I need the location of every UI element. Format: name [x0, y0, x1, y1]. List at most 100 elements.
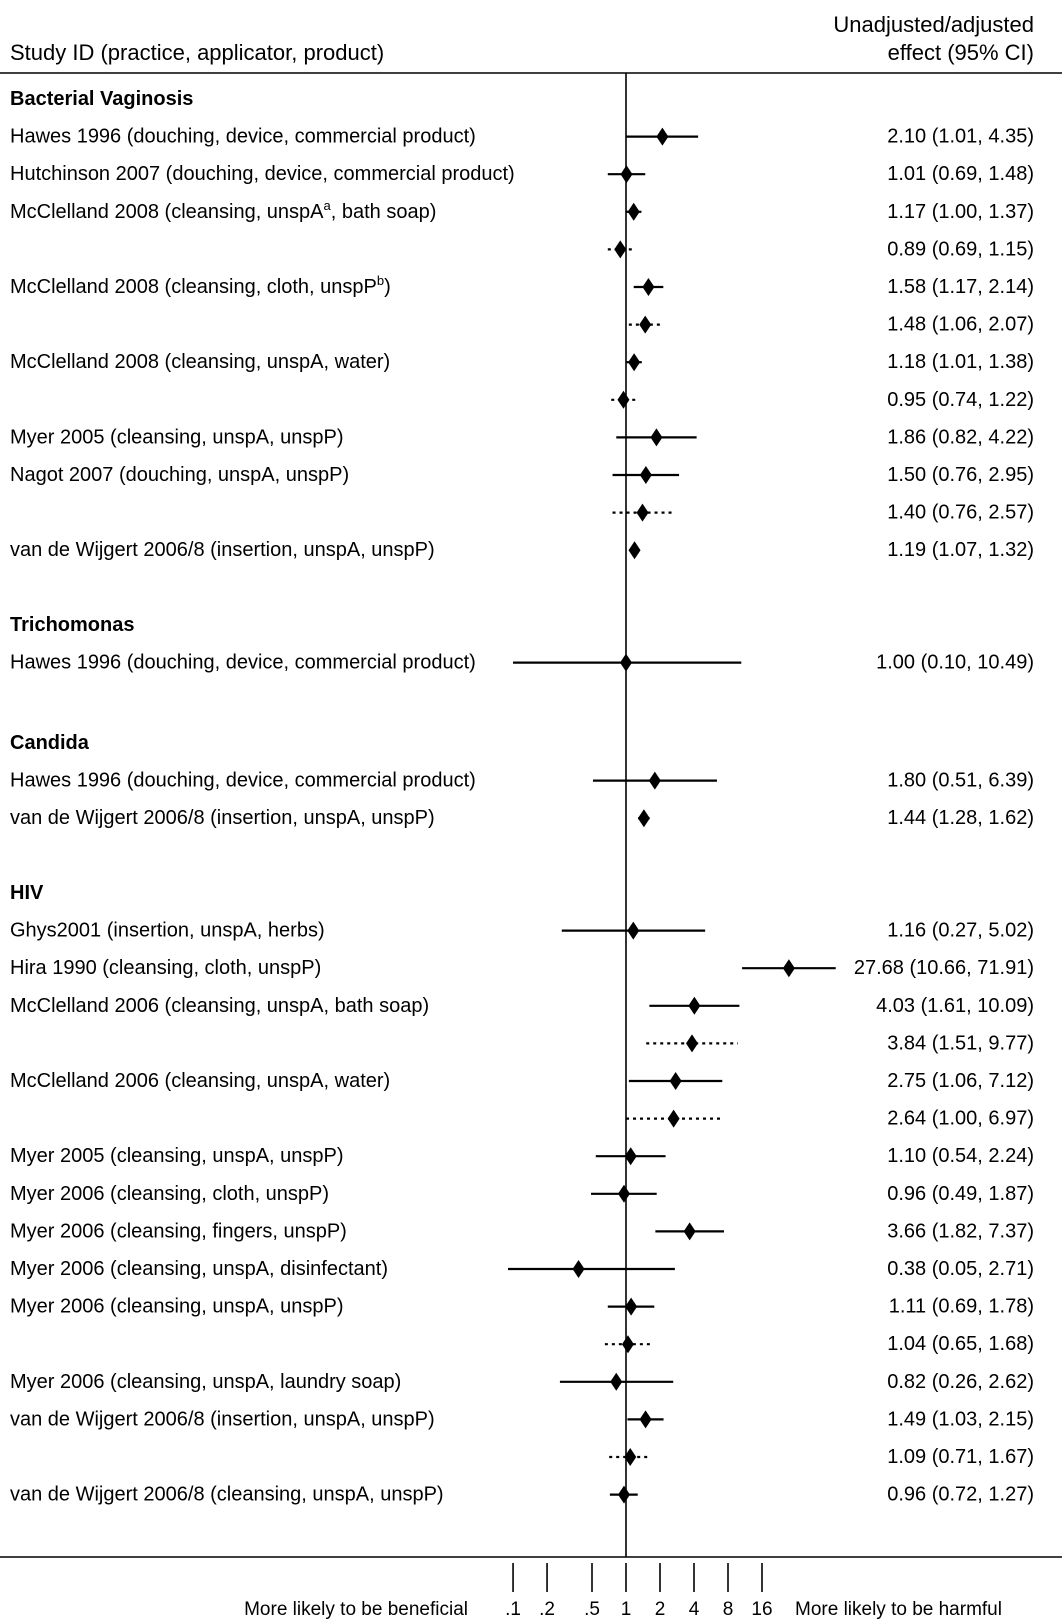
- study-label-text: Myer 2006 (cleansing, cloth, unspP): [10, 1183, 329, 1205]
- study-label-text: Myer 2005 (cleansing, unspA, unspP): [10, 426, 344, 448]
- footnote-marker: b: [377, 273, 384, 288]
- point-estimate: [636, 503, 649, 522]
- point-estimate: [617, 1485, 630, 1504]
- point-estimate: [614, 240, 627, 259]
- point-estimate: [572, 1260, 585, 1278]
- study-label: Ghys2001 (insertion, unspA, herbs): [10, 920, 325, 942]
- study-label: Hira 1990 (cleansing, cloth, unspP): [10, 957, 321, 979]
- effect-estimate: 1.10 (0.54, 2.24): [887, 1145, 1034, 1167]
- study-label: Hutchinson 2007 (douching, device, comme…: [10, 163, 515, 185]
- study-label-text: Hawes 1996 (douching, device, commercial…: [10, 126, 476, 148]
- study-label: Hawes 1996 (douching, device, commercial…: [10, 126, 476, 148]
- study-label-suffix: ): [384, 276, 391, 298]
- study-label-text: van de Wijgert 2006/8 (insertion, unspA,…: [10, 807, 435, 829]
- x-tick-label: 2: [655, 1599, 666, 1620]
- study-label: Myer 2006 (cleansing, unspA, laundry soa…: [10, 1371, 401, 1393]
- study-label-text: Hawes 1996 (douching, device, commercial…: [10, 652, 476, 674]
- effect-estimate: 1.50 (0.76, 2.95): [887, 464, 1034, 486]
- x-tick-label: .5: [584, 1599, 600, 1620]
- study-label-text: Myer 2005 (cleansing, unspA, unspP): [10, 1145, 344, 1167]
- point-estimate: [617, 390, 630, 409]
- study-label-text: Myer 2006 (cleansing, fingers, unspP): [10, 1220, 347, 1242]
- x-tick-label: 4: [689, 1599, 700, 1620]
- study-label-text: Ghys2001 (insertion, unspA, herbs): [10, 920, 325, 942]
- study-label-text: Hira 1990 (cleansing, cloth, unspP): [10, 957, 321, 979]
- effect-estimate: 1.11 (0.69, 1.78): [889, 1296, 1034, 1318]
- effect-estimate: 27.68 (10.66, 71.91): [854, 957, 1034, 979]
- study-label-suffix: , bath soap): [331, 201, 437, 223]
- point-estimate: [683, 1222, 696, 1241]
- study-label: Myer 2006 (cleansing, unspA, unspP): [10, 1296, 344, 1318]
- effect-estimate: 1.80 (0.51, 6.39): [887, 770, 1034, 792]
- point-estimate: [782, 959, 795, 978]
- effect-estimate: 1.16 (0.27, 5.02): [887, 920, 1034, 942]
- point-estimate: [650, 428, 663, 447]
- point-estimate: [621, 1335, 634, 1354]
- point-estimate: [639, 315, 652, 334]
- study-label: van de Wijgert 2006/8 (insertion, unspA,…: [10, 807, 435, 829]
- point-estimate: [627, 921, 640, 940]
- point-estimate: [625, 1297, 638, 1316]
- point-estimate: [628, 541, 641, 560]
- header-effect-line1: Unadjusted/adjusted: [833, 12, 1034, 37]
- effect-estimate: 1.18 (1.01, 1.38): [887, 351, 1034, 373]
- x-tick-label: .1: [505, 1599, 521, 1620]
- effect-estimate: 0.89 (0.69, 1.15): [887, 238, 1034, 260]
- study-label-text: Hawes 1996 (douching, device, commercial…: [10, 770, 476, 792]
- x-axis: .1 .2 .5 1 2 4 8 16: [505, 1563, 773, 1620]
- study-label: Myer 2005 (cleansing, unspA, unspP): [10, 426, 344, 448]
- study-label: McClelland 2008 (cleansing, cloth, unspP…: [10, 273, 391, 298]
- effect-estimate: 1.04 (0.65, 1.68): [887, 1333, 1034, 1355]
- study-label-text: Myer 2006 (cleansing, unspA, disinfectan…: [10, 1258, 388, 1280]
- study-label-text: van de Wijgert 2006/8 (insertion, unspA,…: [10, 539, 435, 561]
- point-estimate: [624, 1448, 637, 1466]
- study-label: van de Wijgert 2006/8 (insertion, unspA,…: [10, 539, 435, 561]
- study-label: McClelland 2008 (cleansing, unspA, water…: [10, 351, 390, 373]
- effect-estimate: 1.01 (0.69, 1.48): [887, 163, 1034, 185]
- footnote-marker: a: [324, 198, 332, 213]
- study-label: Hawes 1996 (douching, device, commercial…: [10, 652, 476, 674]
- x-tick-label: 1: [621, 1599, 632, 1620]
- study-label-text: Myer 2006 (cleansing, unspA, unspP): [10, 1296, 344, 1318]
- study-label-text: McClelland 2008 (cleansing, unspA, water…: [10, 351, 390, 373]
- point-estimate: [628, 353, 641, 372]
- section-title: Trichomonas: [10, 614, 134, 636]
- effect-estimate: 1.44 (1.28, 1.62): [887, 807, 1034, 829]
- point-estimate: [620, 165, 633, 184]
- effect-estimate: 1.00 (0.10, 10.49): [876, 652, 1034, 674]
- study-label: van de Wijgert 2006/8 (cleansing, unspA,…: [10, 1484, 444, 1506]
- point-estimate: [639, 466, 652, 484]
- footer-left-label: More likely to be beneficial: [244, 1599, 468, 1620]
- effect-estimate: 1.09 (0.71, 1.67): [887, 1446, 1034, 1468]
- effect-estimate: 1.40 (0.76, 2.57): [887, 502, 1034, 524]
- effect-estimate: 0.96 (0.72, 1.27): [887, 1484, 1034, 1506]
- study-label-text: van de Wijgert 2006/8 (insertion, unspA,…: [10, 1408, 435, 1430]
- effect-estimate: 3.66 (1.82, 7.37): [887, 1220, 1034, 1242]
- effect-estimate: 4.03 (1.61, 10.09): [876, 995, 1034, 1017]
- study-label-text: McClelland 2008 (cleansing, unspA: [10, 201, 324, 223]
- x-tick-label: 8: [723, 1599, 734, 1620]
- effect-estimate: 1.58 (1.17, 2.14): [887, 276, 1034, 298]
- point-estimate: [639, 1410, 652, 1429]
- effect-estimate: 0.82 (0.26, 2.62): [887, 1371, 1034, 1393]
- effect-estimate: 2.10 (1.01, 4.35): [887, 126, 1034, 148]
- section-title: Bacterial Vaginosis: [10, 88, 193, 110]
- effect-estimate: 0.95 (0.74, 1.22): [887, 389, 1034, 411]
- section-title: HIV: [10, 882, 44, 904]
- point-estimate: [637, 809, 650, 828]
- x-tick-label: .2: [539, 1599, 555, 1620]
- effect-estimate: 1.86 (0.82, 4.22): [887, 426, 1034, 448]
- study-label: Myer 2005 (cleansing, unspA, unspP): [10, 1145, 344, 1167]
- point-estimate: [688, 996, 701, 1015]
- study-label-text: McClelland 2008 (cleansing, cloth, unspP: [10, 276, 377, 298]
- study-label: McClelland 2006 (cleansing, unspA, water…: [10, 1070, 390, 1092]
- study-label-text: Nagot 2007 (douching, unspA, unspP): [10, 464, 349, 486]
- point-estimate: [620, 653, 632, 672]
- point-estimate: [642, 278, 655, 296]
- effect-estimate: 2.75 (1.06, 7.12): [887, 1070, 1034, 1092]
- study-label: Myer 2006 (cleansing, fingers, unspP): [10, 1220, 347, 1242]
- point-estimate: [610, 1372, 623, 1391]
- study-label-text: Myer 2006 (cleansing, unspA, laundry soa…: [10, 1371, 401, 1393]
- footer-right-label: More likely to be harmful: [795, 1599, 1002, 1620]
